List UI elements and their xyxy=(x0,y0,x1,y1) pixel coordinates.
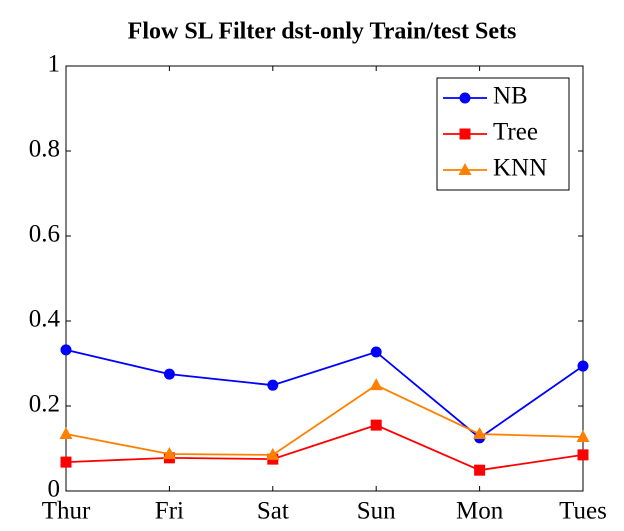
marker xyxy=(162,447,176,460)
legend-label: KNN xyxy=(493,155,547,182)
marker xyxy=(60,456,72,468)
y-tick-label: 0.8 xyxy=(29,136,60,163)
x-tick-label: Thur xyxy=(42,498,91,525)
marker xyxy=(163,368,175,380)
y-tick-label: 1 xyxy=(48,51,61,78)
y-tick-label: 0.2 xyxy=(29,391,60,418)
marker xyxy=(267,379,279,391)
marker xyxy=(266,447,280,460)
plot-frame xyxy=(65,65,584,492)
x-tick-label: Mon xyxy=(456,498,504,525)
marker xyxy=(458,163,472,175)
y-tick-label: 0 xyxy=(48,476,61,503)
marker xyxy=(369,378,383,391)
marker xyxy=(59,427,73,440)
marker xyxy=(459,92,471,104)
legend-label: NB xyxy=(493,83,528,110)
line xyxy=(65,424,584,472)
y-tick-label: 0.4 xyxy=(29,306,61,333)
marker xyxy=(577,360,589,372)
line xyxy=(65,384,584,456)
y-tick-label: 0.6 xyxy=(29,221,60,248)
x-tick-label: Sat xyxy=(257,498,289,525)
x-tick-label: Fri xyxy=(155,498,184,525)
marker xyxy=(60,344,72,356)
marker xyxy=(370,419,382,431)
chart-title: Flow SL Filter dst-only Train/test Sets xyxy=(128,19,517,45)
marker xyxy=(473,427,487,440)
marker xyxy=(370,346,382,358)
marker xyxy=(577,449,589,461)
legend-label: Tree xyxy=(493,119,538,146)
x-tick-label: Sun xyxy=(357,498,396,525)
marker xyxy=(576,430,590,443)
line xyxy=(65,349,584,440)
x-tick-label: Tues xyxy=(559,498,607,525)
marker xyxy=(474,464,486,476)
marker xyxy=(459,128,471,140)
